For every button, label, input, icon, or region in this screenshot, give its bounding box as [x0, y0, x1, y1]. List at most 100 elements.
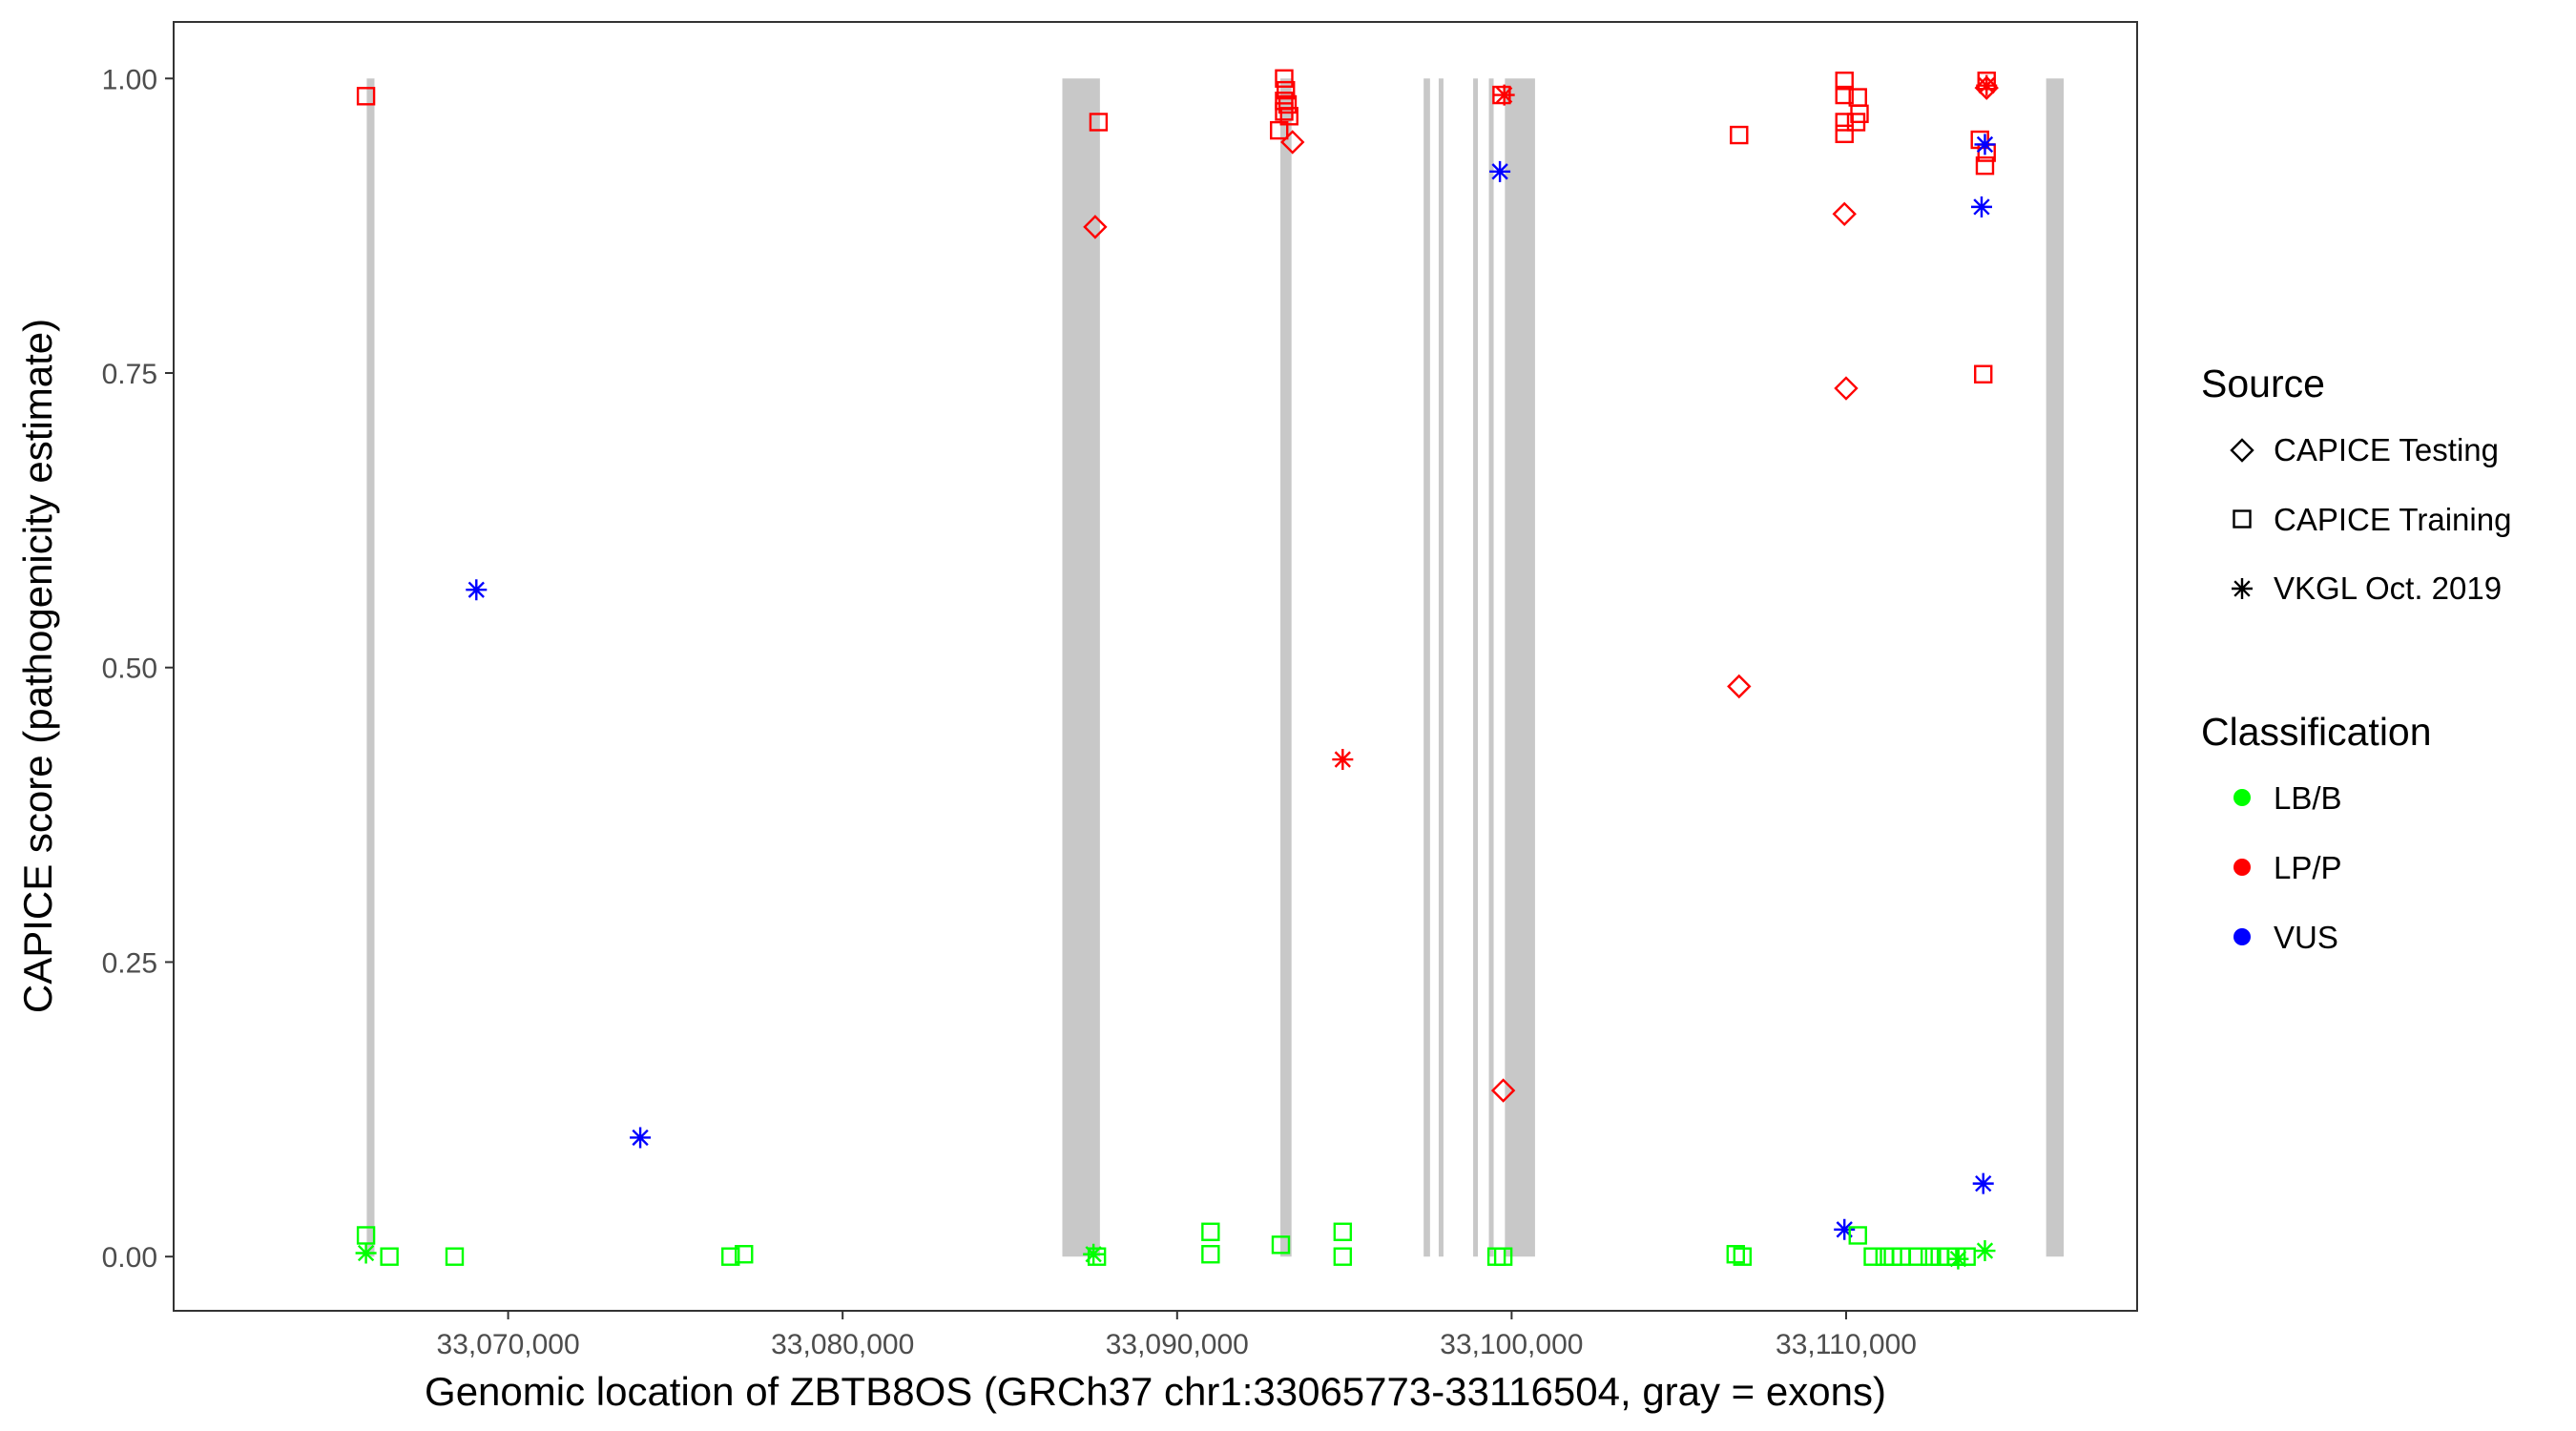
asterisk-marker-shape	[1332, 749, 1354, 771]
square-marker-shape	[721, 1247, 740, 1266]
data-point-square	[1201, 1245, 1220, 1264]
legend-source-label-vkgl: VKGL Oct. 2019	[2274, 570, 2502, 606]
square-marker-shape	[1848, 1226, 1867, 1245]
diamond-marker-shape	[1834, 376, 1859, 401]
data-point-square	[1946, 1247, 1966, 1266]
legend-class-label-lbb: LB/B	[2274, 780, 2342, 816]
data-point-square	[1733, 1247, 1752, 1266]
exon-band	[1280, 78, 1292, 1257]
diamond-marker-shape	[1832, 201, 1857, 226]
asterisk-marker-shape	[1083, 1243, 1105, 1265]
x-tick-label: 33,090,000	[1106, 1329, 1249, 1360]
legend-dot-lbb	[2233, 789, 2251, 806]
data-point-asterisk	[355, 1242, 377, 1264]
data-point-square	[1835, 85, 1854, 105]
square-marker-shape	[1835, 85, 1854, 105]
asterisk-marker-shape	[1947, 1248, 1969, 1270]
data-point-square	[1089, 113, 1109, 132]
data-point-square	[1920, 1247, 1940, 1266]
data-point-asterisk	[1974, 134, 1996, 156]
square-marker-shape	[1975, 156, 1995, 176]
square-marker-shape	[1920, 1247, 1940, 1266]
square-marker-shape	[1201, 1222, 1220, 1241]
data-point-square	[445, 1247, 465, 1266]
legend-source-entry-vkgl: VKGL Oct. 2019	[2232, 570, 2502, 606]
square-marker-shape	[2233, 509, 2252, 529]
legend-square-marker	[2233, 509, 2252, 529]
x-axis-title: Genomic location of ZBTB8OS (GRCh37 chr1…	[425, 1369, 1886, 1414]
plot-panel-border	[173, 21, 2138, 1312]
y-tick-label: 0.00	[102, 1242, 157, 1274]
data-point-square	[1087, 1247, 1107, 1266]
diamond-marker-shape	[1083, 215, 1108, 239]
legend-source-title: Source	[2201, 362, 2325, 405]
square-marker-shape	[356, 87, 376, 106]
square-marker-shape	[1974, 364, 1993, 384]
data-point-square	[1726, 1245, 1745, 1264]
data-point-asterisk	[1489, 160, 1511, 182]
y-tick-label: 0.25	[102, 947, 157, 979]
square-marker-shape	[1279, 107, 1298, 126]
square-marker-shape	[1863, 1247, 1882, 1266]
square-marker-shape	[1846, 113, 1866, 132]
asterisk-marker-shape	[1493, 84, 1515, 106]
data-point-square	[1730, 125, 1749, 145]
diamond-marker-shape	[2230, 438, 2254, 463]
data-point-square	[1975, 156, 1995, 176]
square-marker-shape	[735, 1245, 754, 1264]
diamond-marker-shape	[1727, 674, 1752, 699]
square-marker-shape	[1270, 120, 1289, 140]
legend-dot-lpp	[2233, 859, 2251, 876]
square-marker-shape	[1726, 1245, 1745, 1264]
data-point-square	[1846, 113, 1866, 132]
asterisk-marker-shape	[2232, 578, 2253, 599]
data-point-square	[1279, 107, 1298, 126]
square-marker-shape	[1201, 1245, 1220, 1264]
legend-square-icon	[2233, 509, 2252, 529]
data-point-square	[1863, 1247, 1882, 1266]
data-point-diamond	[1490, 1078, 1516, 1103]
square-marker-shape	[1333, 1247, 1353, 1266]
legend-class-entry-lpp: LP/P	[2233, 850, 2342, 885]
data-point-asterisk	[1083, 1243, 1105, 1265]
legend-dot-vus	[2233, 928, 2251, 945]
data-point-diamond	[1832, 201, 1857, 226]
data-point-square	[1835, 124, 1854, 144]
legend: Source CAPICE Testing CAPICE Training VK…	[2201, 362, 2511, 955]
square-marker-shape	[1946, 1247, 1966, 1266]
data-point-asterisk	[1974, 1240, 1996, 1262]
data-point-square	[380, 1247, 399, 1266]
diamond-marker-shape	[1280, 130, 1305, 155]
data-point-asterisk	[1972, 1172, 1994, 1194]
x-axis: 33,070,000 33,080,000 33,090,000 33,100,000…	[437, 1311, 1917, 1360]
exon-band	[1438, 78, 1444, 1257]
data-point-square	[1275, 69, 1294, 88]
legend-asterisk-marker	[2232, 578, 2253, 599]
square-marker-shape	[1733, 1247, 1752, 1266]
data-point-square	[1493, 1247, 1513, 1266]
data-point-square	[1835, 72, 1854, 91]
data-point-diamond	[1727, 674, 1752, 699]
y-tick-label: 0.50	[102, 653, 157, 685]
data-point-diamond	[1083, 215, 1108, 239]
legend-class-label-lpp: LP/P	[2274, 850, 2342, 885]
square-marker-shape	[445, 1247, 465, 1266]
diamond-marker-shape	[1490, 1078, 1516, 1103]
data-point-square	[735, 1245, 754, 1264]
data-point-asterisk	[1332, 749, 1354, 771]
data-point-square	[1333, 1222, 1353, 1241]
x-tick-label: 33,100,000	[1440, 1329, 1583, 1360]
asterisk-marker-shape	[1974, 1240, 1996, 1262]
exon-band	[366, 78, 375, 1257]
exon-band	[1505, 78, 1535, 1257]
y-axis: 0.00 0.25 0.50 0.75 1.00	[102, 64, 174, 1274]
legend-diamond-marker	[2230, 438, 2254, 463]
square-marker-shape	[1275, 69, 1294, 88]
data-point-asterisk	[466, 579, 488, 601]
data-point-square	[1908, 1247, 1928, 1266]
square-marker-shape	[1333, 1222, 1353, 1241]
asterisk-marker-shape	[1974, 134, 1996, 156]
square-marker-shape	[1835, 72, 1854, 91]
square-marker-shape	[1271, 1235, 1291, 1255]
